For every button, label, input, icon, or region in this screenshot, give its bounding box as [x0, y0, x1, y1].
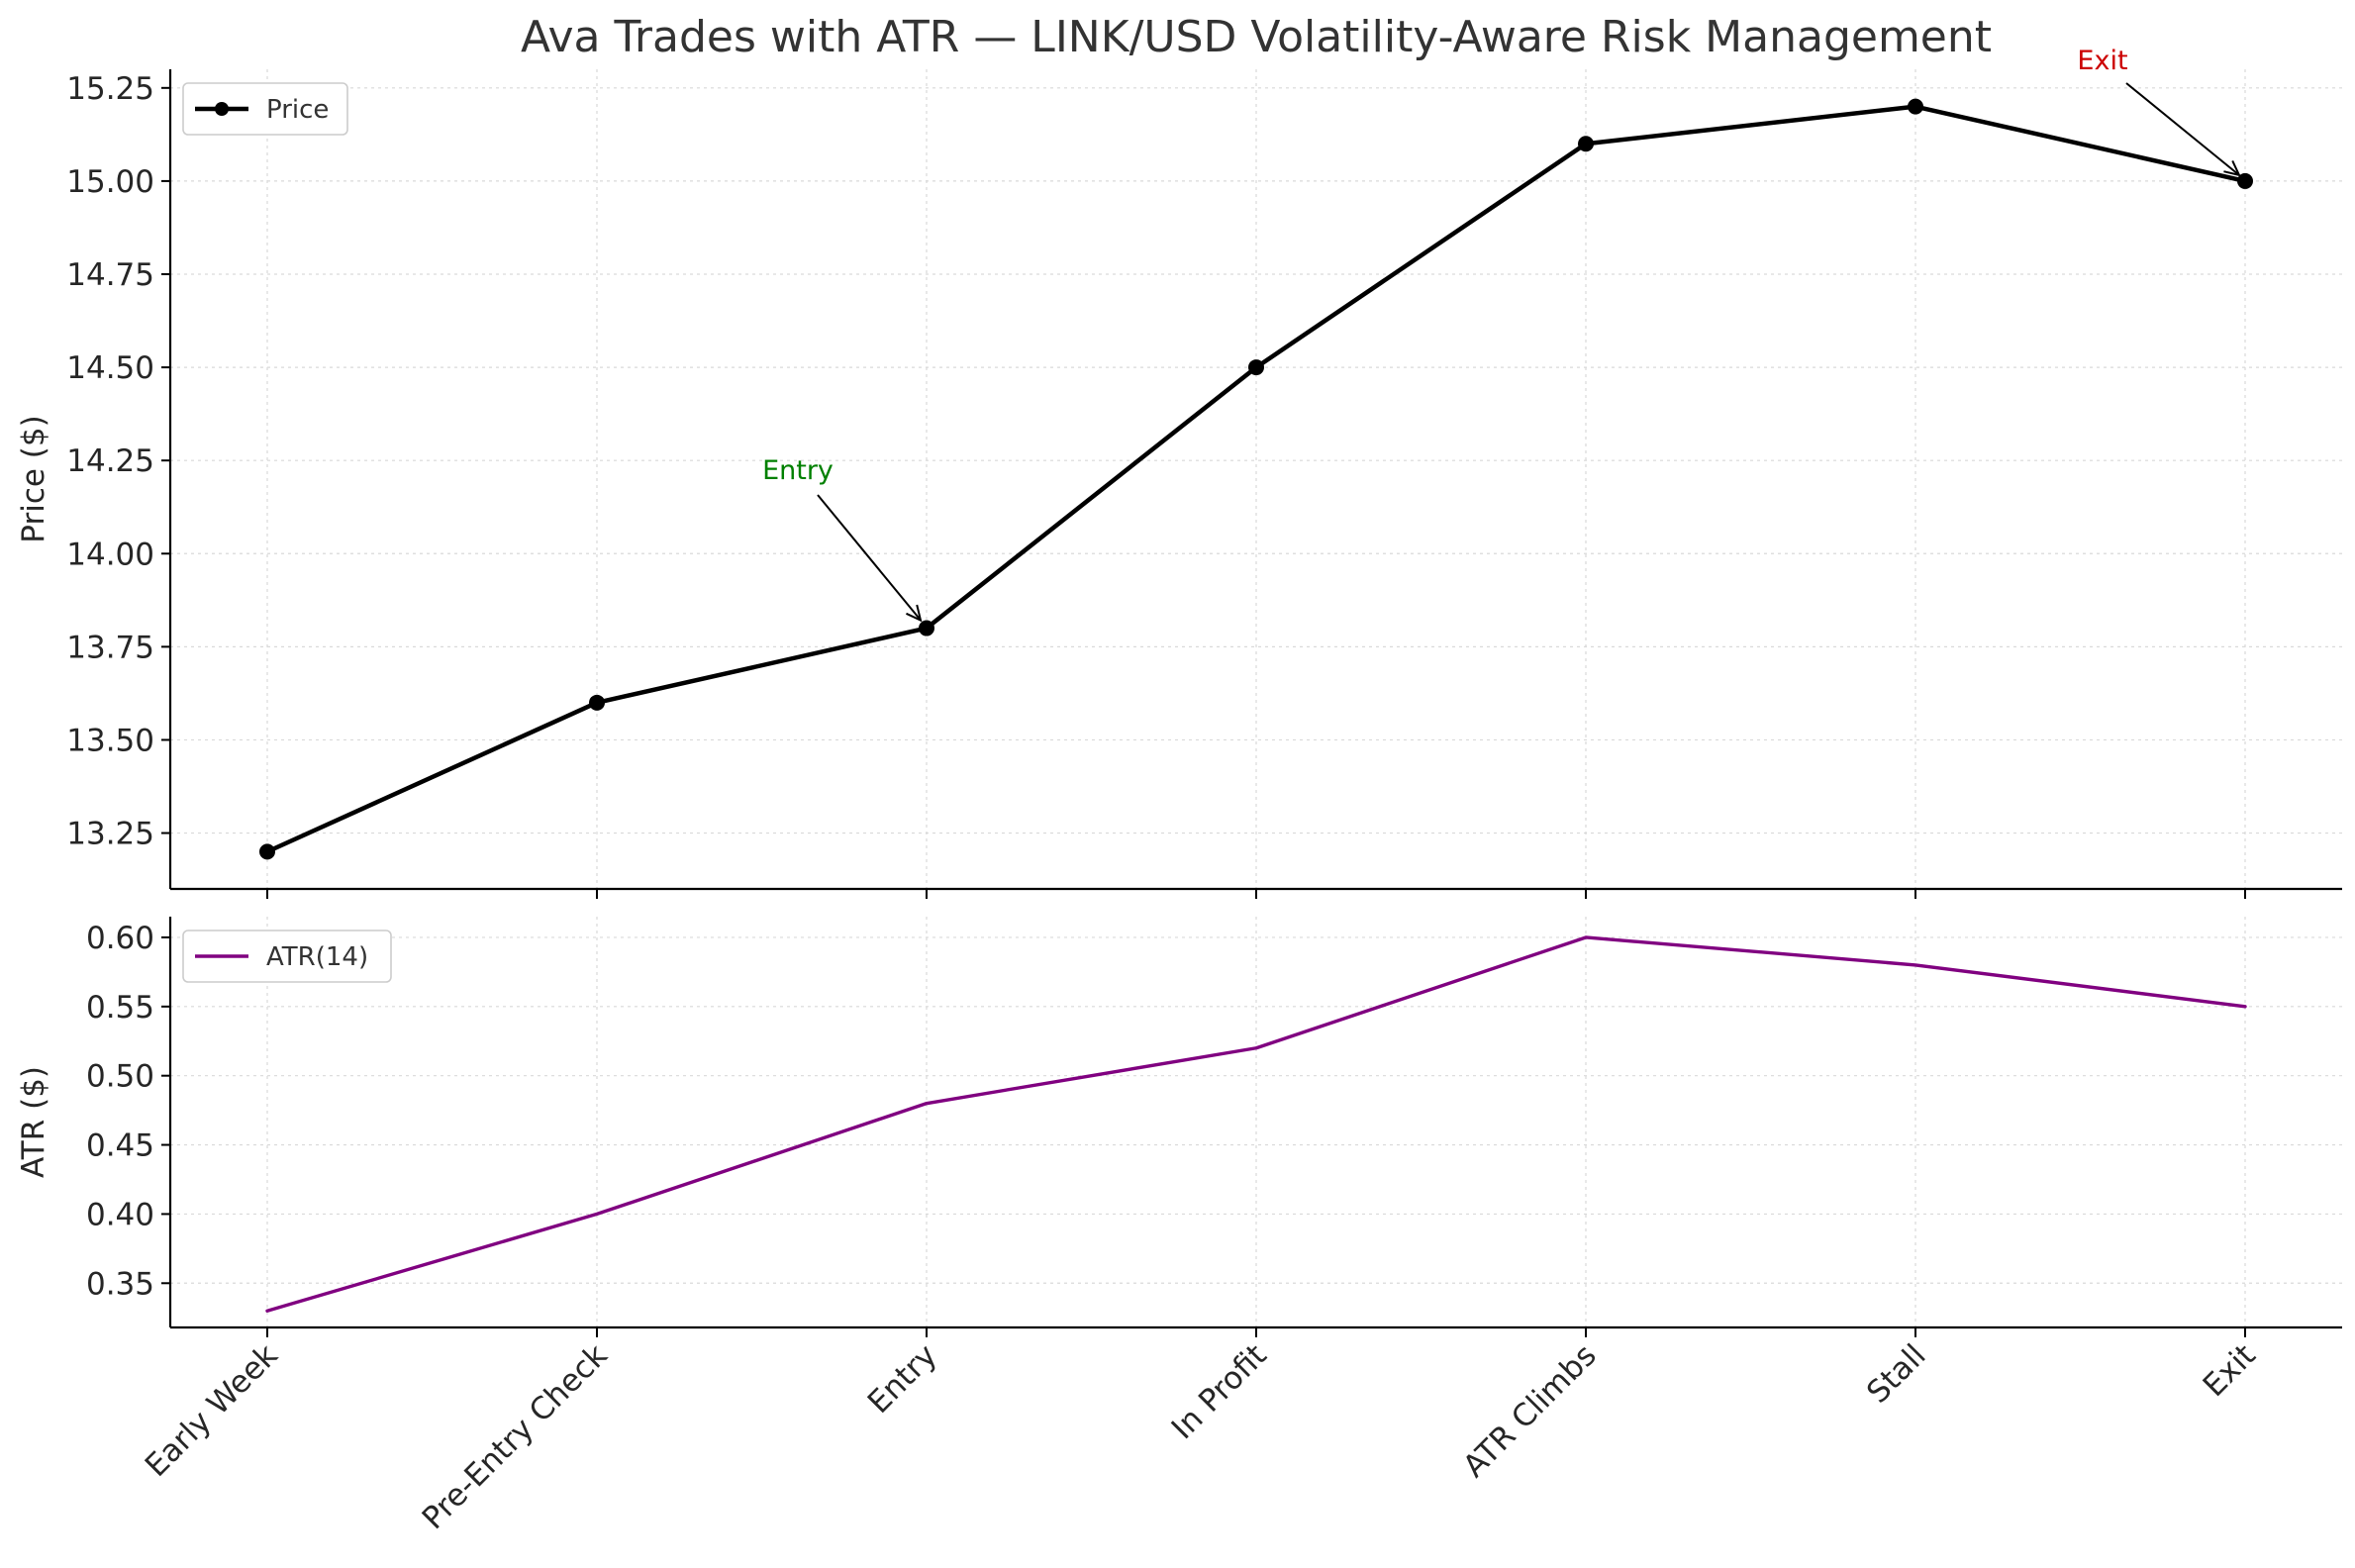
price-data-point [1248, 359, 1264, 376]
price-legend-box [182, 82, 348, 136]
annotation-arrow-line [817, 494, 922, 622]
atr-y-tick-label: 0.50 [86, 1059, 154, 1095]
x-tick-label: In Profit [1165, 1337, 1274, 1446]
price-y-tick-label: 14.00 [66, 537, 154, 572]
price-y-tick-label: 13.25 [66, 817, 154, 852]
atr-y-tick-label: 0.40 [86, 1197, 154, 1232]
x-tick-label: Early Week [139, 1337, 285, 1484]
price-y-tick-label: 15.00 [66, 164, 154, 200]
atr-y-tick-label: 0.35 [86, 1266, 154, 1302]
price-y-tick-label: 14.50 [66, 350, 154, 386]
price-y-tick-label: 15.25 [66, 71, 154, 107]
annotation-arrow-head [2223, 159, 2241, 177]
atr-y-tick-label: 0.45 [86, 1128, 154, 1164]
x-tick-label: ATR Climbs [1456, 1337, 1604, 1485]
price-y-tick-label: 14.75 [66, 257, 154, 293]
atr-legend-box [182, 930, 392, 983]
price-y-tick-label: 13.50 [66, 723, 154, 758]
price-data-point [589, 694, 605, 711]
x-tick-label: Entry [861, 1337, 944, 1421]
price-legend-marker [215, 102, 229, 116]
x-tick-label: Pre-Entry Check [416, 1337, 615, 1536]
x-tick-label: Exit [2197, 1337, 2263, 1404]
price-data-point [1578, 136, 1594, 152]
x-tick-label: Stall [1860, 1337, 1933, 1411]
atr-series-line [265, 935, 2247, 1313]
annotation-label: Exit [2077, 46, 2127, 76]
annotation-arrow-line [2125, 82, 2240, 176]
atr-y-tick-label: 0.55 [86, 990, 154, 1026]
annotation-arrow-head [906, 604, 923, 623]
chart-title: Ava Trades with ATR — LINK/USD Volatilit… [521, 12, 1992, 62]
atr-legend-label: ATR(14) [266, 942, 368, 972]
price-data-point [1908, 98, 1923, 115]
price-y-tick-label: 14.25 [66, 443, 154, 479]
price-y-tick-label: 13.75 [66, 630, 154, 665]
price-data-point [2237, 172, 2253, 189]
price-legend-label: Price [266, 95, 329, 125]
annotation-label: Entry [762, 455, 834, 486]
atr-y-axis-label: ATR ($) [16, 1066, 51, 1178]
atr-y-tick-label: 0.60 [86, 921, 154, 956]
price-y-axis-label: Price ($) [16, 415, 51, 542]
price-data-point [919, 620, 934, 637]
price-data-point [259, 843, 275, 860]
